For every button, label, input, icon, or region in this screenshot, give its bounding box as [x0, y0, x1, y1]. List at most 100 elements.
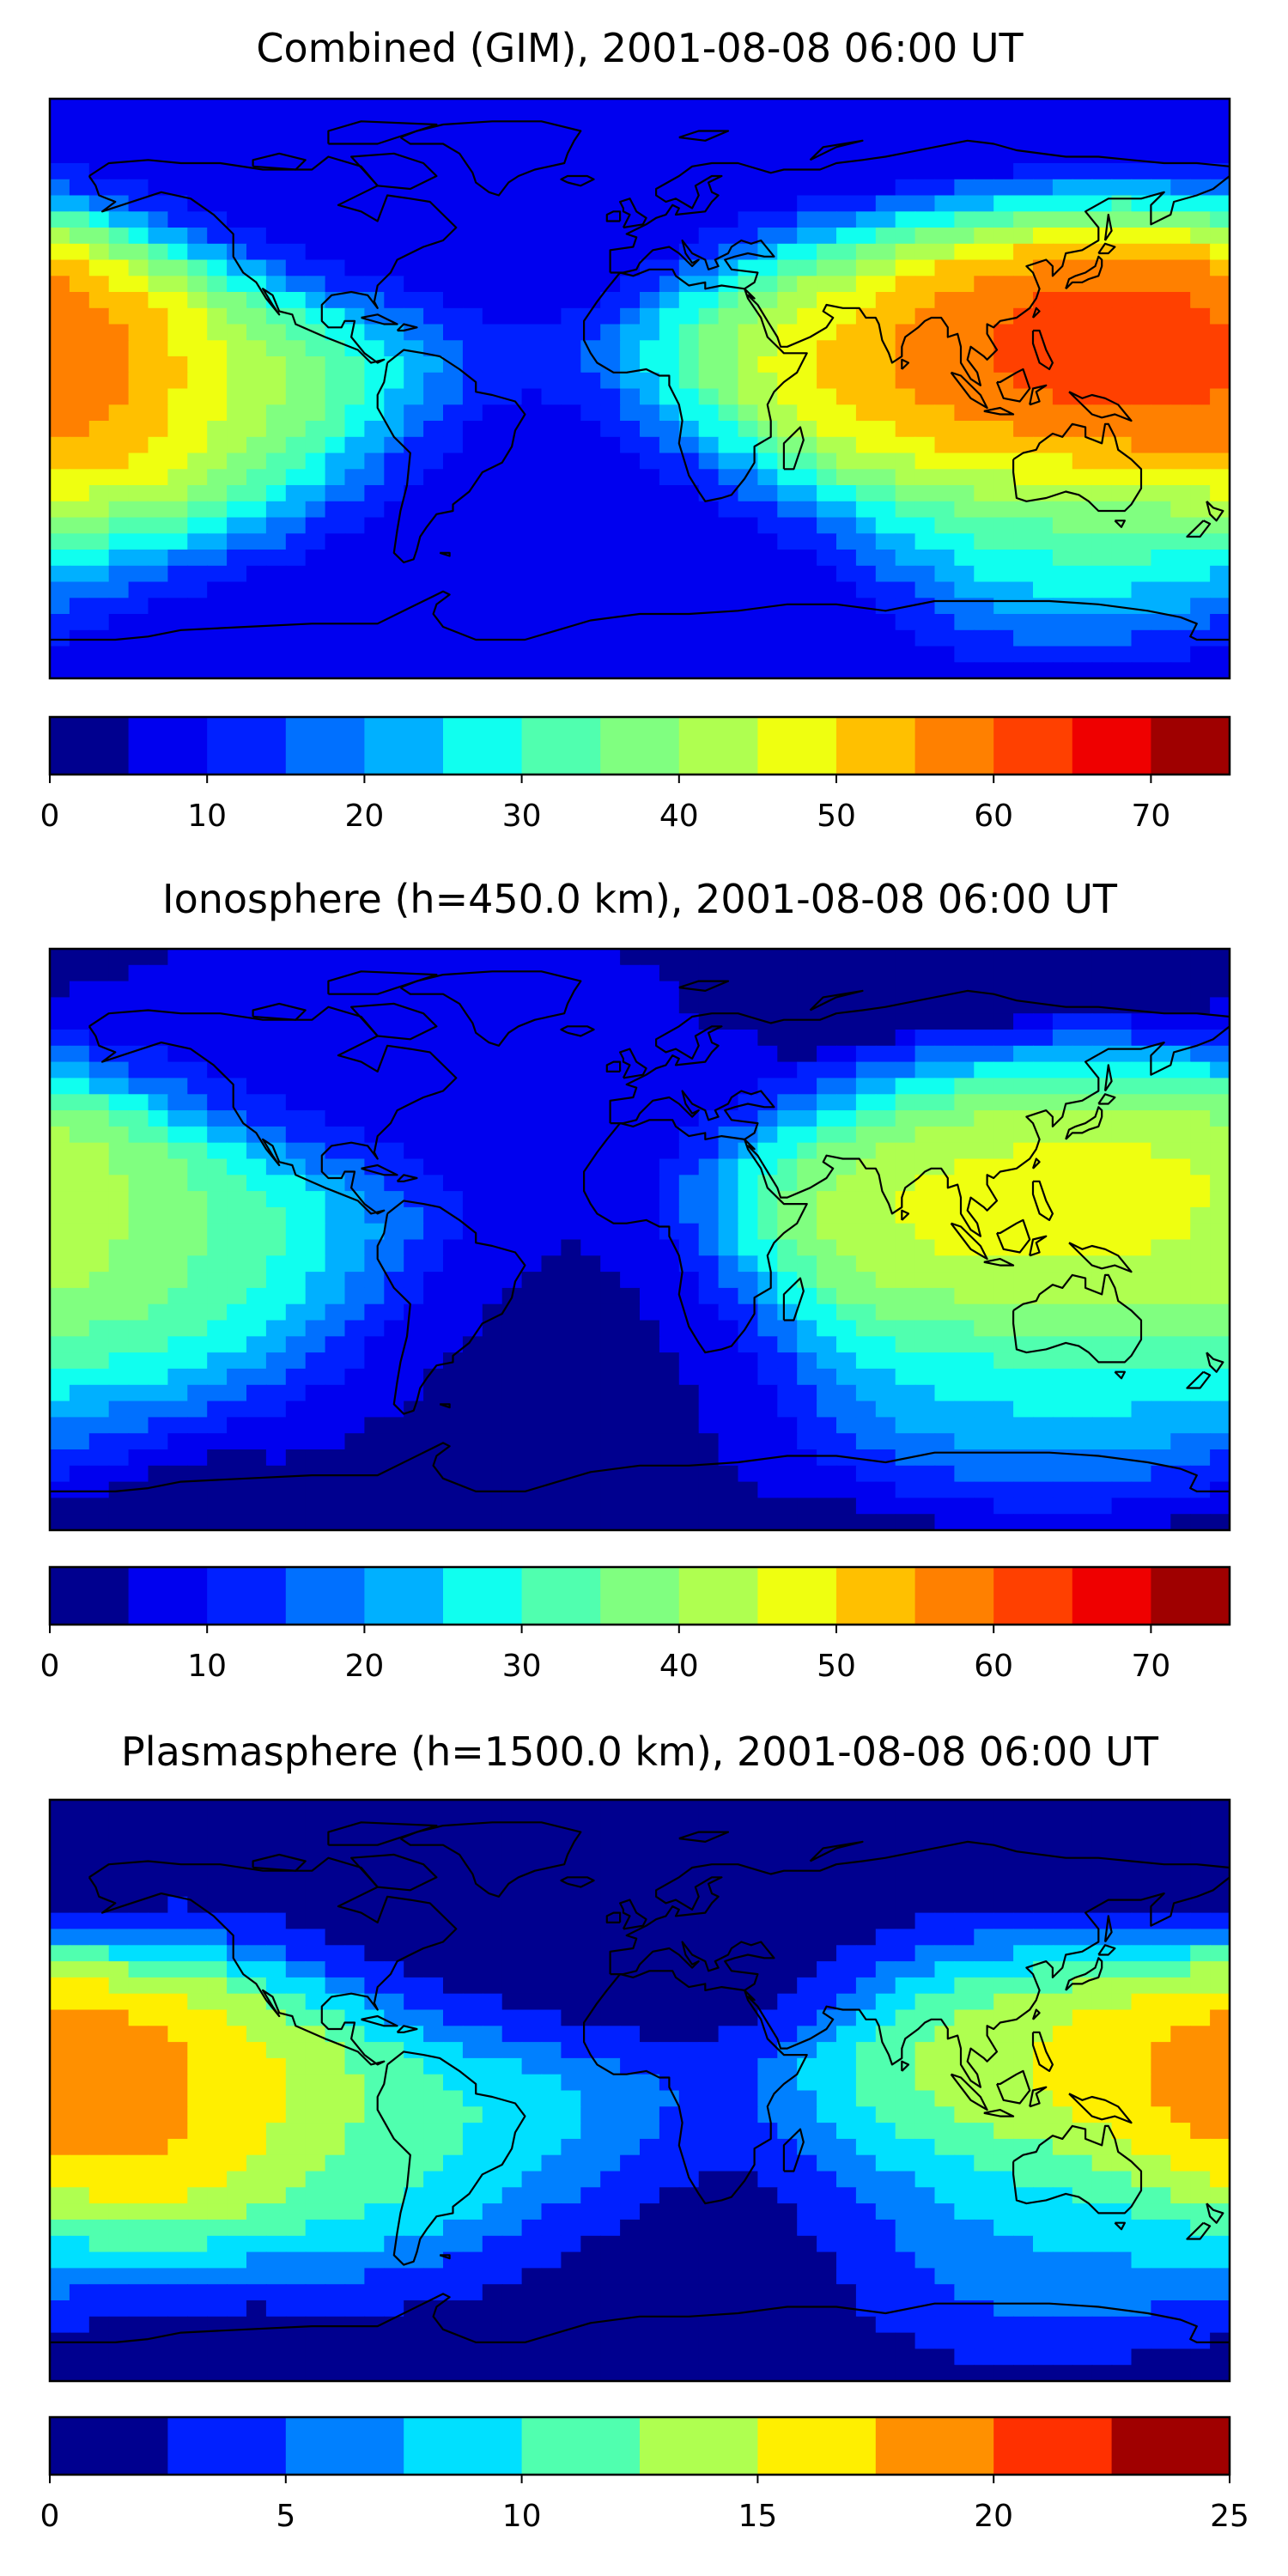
colorbar-segment: [128, 717, 208, 775]
coast-ireland: [605, 1060, 622, 1073]
coast-cuba: [361, 313, 398, 325]
colorbar-tick-label: 30: [502, 1649, 542, 1684]
panel-title-1: Combined (GIM), 2001-08-08 06:00 UT: [256, 25, 1024, 71]
colorbar-tick-label: 0: [40, 2499, 60, 2534]
coast-madagascar: [782, 2128, 805, 2172]
coast-australia: [1012, 422, 1143, 513]
coast-sulawesi: [1029, 384, 1048, 406]
colorbar-tick-label: 10: [187, 1649, 227, 1684]
coast-svalbard: [678, 130, 730, 142]
coast-falklands: [439, 2254, 451, 2260]
colorbar-segment: [207, 1567, 287, 1625]
coast-sumatra: [950, 371, 988, 410]
coast-iceland: [560, 174, 595, 187]
coast-tasmania: [1114, 2221, 1127, 2231]
colorbar-tick-label: 50: [817, 799, 856, 834]
coast-baffin: [350, 1853, 438, 1892]
coast-greenland: [399, 970, 582, 1047]
map-panel-3: Plasmasphere (h=1500.0 km), 2001-08-08 0…: [40, 1728, 1249, 2534]
colorbar-segment: [836, 1567, 916, 1625]
colorbar-segment: [914, 717, 994, 775]
coast-ireland: [605, 1911, 622, 1923]
map-panel-2: Ionosphere (h=450.0 km), 2001-08-08 06:0…: [40, 876, 1231, 1684]
colorbar-segment: [50, 717, 130, 775]
coast-northAmerica: [88, 1856, 458, 2066]
coast-sumatra: [950, 1222, 988, 1261]
coast-southAmerica: [376, 1200, 526, 1415]
coast-newGuinea: [1068, 1242, 1133, 1273]
colorbar-segment: [993, 1567, 1073, 1625]
colorbar-segment: [285, 1567, 365, 1625]
panel-title-2: Ionosphere (h=450.0 km), 2001-08-08 06:0…: [162, 876, 1118, 922]
colorbar-tick-label: 30: [502, 799, 542, 834]
coast-cuba: [361, 1163, 398, 1176]
colorbar-segment: [600, 717, 680, 775]
colorbar-tick-label: 5: [276, 2499, 295, 2534]
coast-newZealandS: [1186, 2221, 1212, 2240]
colorbar-segment: [207, 717, 287, 775]
colorbar-tick-label: 40: [659, 799, 699, 834]
coast-hispaniola: [396, 1174, 418, 1182]
colorbar-frame-2: [48, 1565, 1231, 1626]
coast-ellesmere: [327, 970, 438, 995]
colorbar-segment: [678, 1567, 758, 1625]
coast-taiwan: [1031, 2008, 1041, 2020]
colorbar-segment: [364, 1567, 444, 1625]
coast-borneo: [995, 1218, 1031, 1254]
coast-newZealandN: [1206, 501, 1224, 522]
coast-baffin: [350, 1002, 438, 1041]
colorbar-segment: [836, 717, 916, 775]
colorbar-tick-label: 10: [502, 2499, 542, 2534]
coast-australia: [1012, 1273, 1143, 1364]
coast-northAmerica: [88, 1005, 458, 1215]
colorbar-tick-label: 50: [817, 1649, 856, 1684]
colorbar-segment: [285, 2417, 404, 2475]
coast-australia: [1012, 2124, 1143, 2215]
coast-sumatra: [950, 2073, 988, 2111]
colorbar-segment: [50, 1567, 130, 1625]
coast-borneo: [995, 2069, 1031, 2105]
colorbar-segment: [1111, 2417, 1230, 2475]
coast-sriLanka: [901, 2060, 910, 2072]
colorbar-tick-label: 0: [40, 799, 60, 834]
coast-newGuinea: [1068, 391, 1133, 422]
colorbar-segment: [1072, 1567, 1151, 1625]
colorbar-segment: [757, 717, 837, 775]
map-panel-1: Combined (GIM), 2001-08-08 06:00 UT 0 10 20…: [40, 25, 1231, 834]
coast-hokkaido: [1097, 1093, 1116, 1105]
coast-eurasiaAfrica: [582, 989, 1230, 1354]
colorbar-segment: [404, 2417, 523, 2475]
colorbar-segment: [285, 717, 365, 775]
colorbar-segment: [364, 717, 444, 775]
colorbar-tick-label: 60: [974, 799, 1013, 834]
coast-novayaZemlya: [809, 989, 864, 1012]
map-frame-3: [48, 1798, 1231, 2383]
colorbar-segment: [993, 717, 1073, 775]
colorbar-segment: [443, 1567, 523, 1625]
colorbar-tick-label: 10: [187, 799, 227, 834]
colorbar-segment: [640, 2417, 758, 2475]
coast-antarctica: [50, 590, 1230, 659]
coast-eurasiaAfrica: [582, 139, 1230, 502]
coast-northAmerica: [88, 155, 458, 364]
coast-newGuinea: [1068, 2093, 1133, 2124]
coast-tasmania: [1114, 519, 1127, 528]
coast-southAmerica: [376, 349, 526, 564]
colorbar-segment: [1151, 717, 1230, 775]
coast-southAmerica: [376, 2050, 526, 2266]
colorbar-tick-label: 0: [40, 1649, 60, 1684]
panel-title-3: Plasmasphere (h=1500.0 km), 2001-08-08 0…: [121, 1728, 1159, 1775]
coast-sriLanka: [901, 1209, 910, 1221]
coast-taiwan: [1031, 307, 1041, 319]
colorbar-tick-label: 20: [974, 2499, 1013, 2534]
colorbar-tick-label: 70: [1131, 799, 1170, 834]
colorbar-tick-label: 70: [1131, 1649, 1170, 1684]
coast-novayaZemlya: [809, 139, 864, 161]
coast-novayaZemlya: [809, 1840, 864, 1862]
coast-java: [983, 1257, 1015, 1267]
coast-java: [983, 2109, 1015, 2117]
colorbar-segment: [993, 2417, 1113, 2475]
coast-sriLanka: [901, 358, 910, 370]
coast-philippines: [1031, 2031, 1054, 2072]
